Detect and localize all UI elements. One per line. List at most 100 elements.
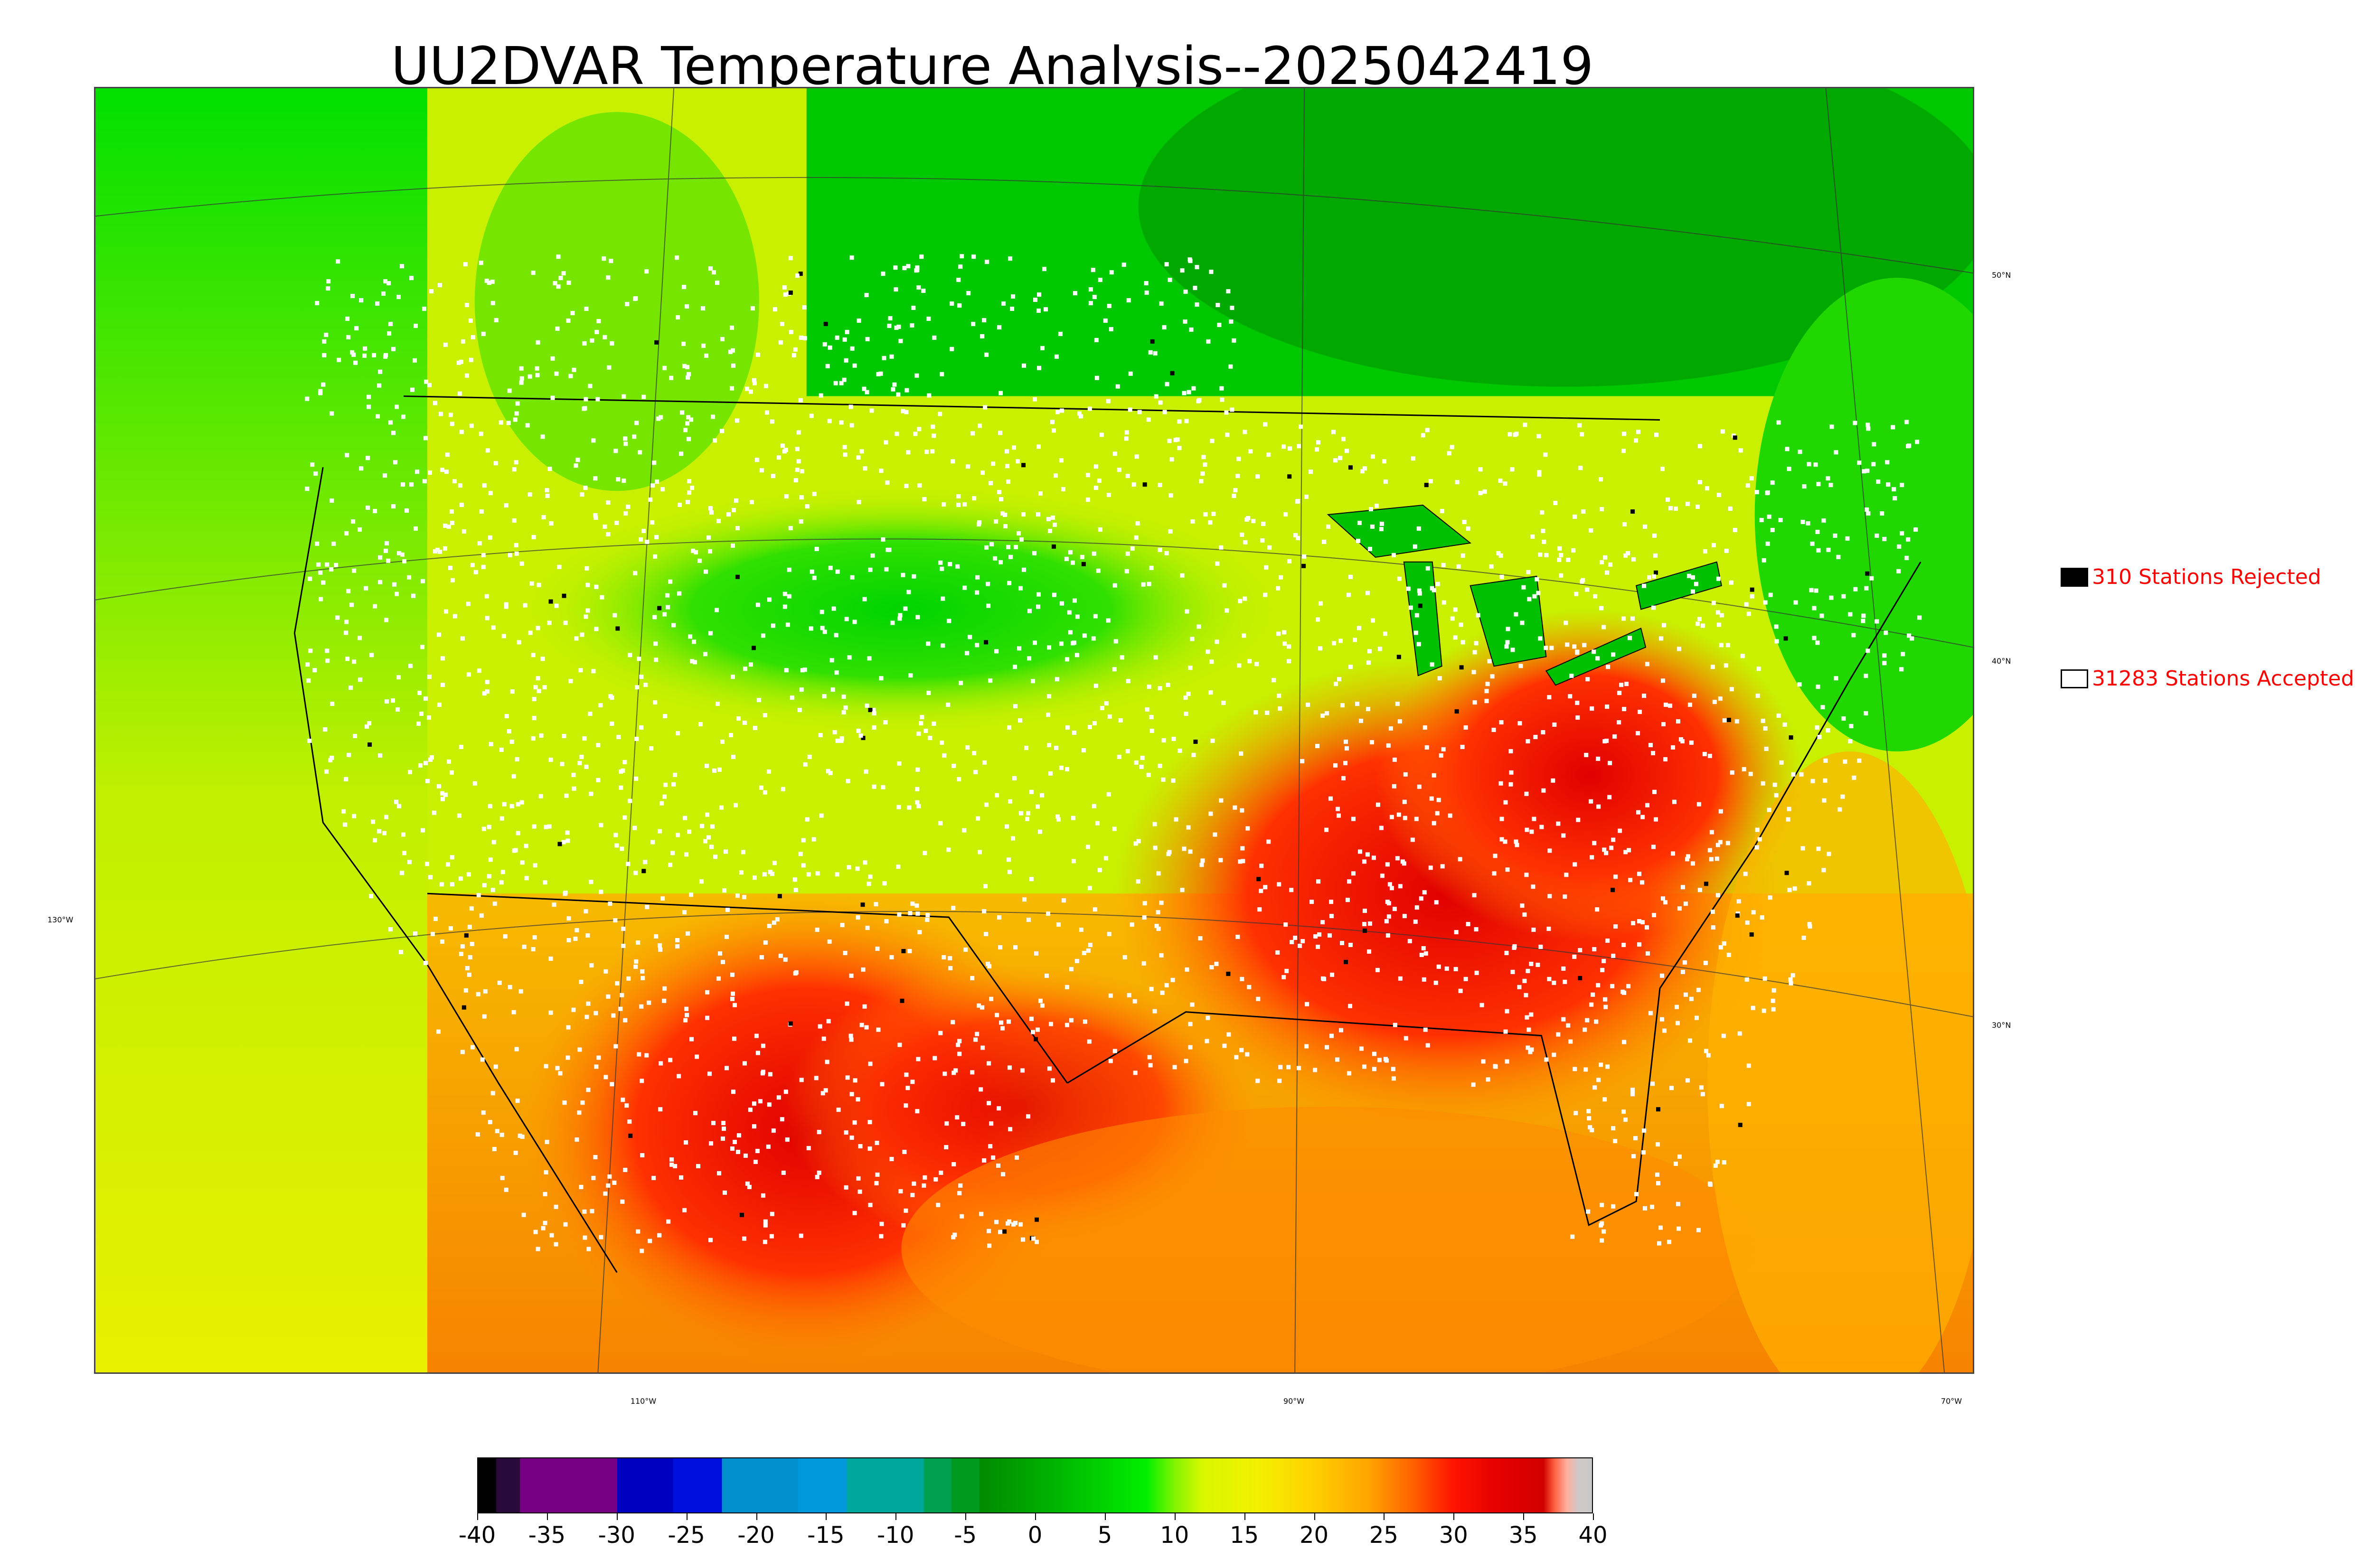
station-marker [485,689,490,694]
station-marker [735,893,740,898]
station-marker [983,884,988,889]
station-marker [891,387,895,392]
station-marker [730,991,735,996]
colorbar-tick-label: -40 [458,1522,496,1549]
station-marker [716,518,721,523]
station-marker [1807,462,1811,467]
colorbar-tick [546,1513,548,1520]
station-marker [487,281,491,285]
station-marker [1091,268,1095,272]
station-marker [1695,505,1700,509]
station-marker [1321,976,1326,981]
station-marker [393,460,398,465]
station-marker [1290,940,1294,945]
station-marker [528,374,532,379]
station-marker [1677,906,1682,911]
station-marker [894,287,898,292]
station-marker [1603,1005,1608,1009]
station-marker [1526,739,1530,743]
station-marker [1505,867,1510,872]
station-marker [577,761,582,765]
station-marker [754,458,759,462]
station-marker [720,429,724,433]
station-marker [346,589,351,593]
station-marker [321,580,326,585]
colorbar-tick-label: 30 [1439,1522,1468,1549]
station-marker [1436,964,1441,969]
station-marker [669,1157,674,1162]
station-marker [900,998,904,1003]
station-marker [1826,476,1830,481]
station-marker [834,633,838,638]
station-marker [1391,1067,1395,1071]
station-marker [1377,1058,1382,1062]
station-marker [1565,642,1570,647]
station-marker [744,386,749,391]
station-marker [529,581,534,586]
station-marker [1088,301,1093,305]
station-marker [528,492,532,497]
station-marker [598,703,603,708]
station-marker [1208,520,1213,525]
station-marker [1367,546,1372,551]
station-marker [648,498,653,502]
station-marker [1478,491,1483,496]
station-marker [641,528,646,533]
station-marker [1762,558,1766,563]
station-marker [1525,827,1529,832]
station-marker [1707,753,1712,758]
temperature-field [95,88,1973,1372]
station-marker [1670,745,1675,750]
station-marker [898,1189,903,1193]
station-marker [518,989,523,994]
station-marker [1786,817,1790,822]
station-marker [842,377,847,382]
station-marker [548,1010,553,1015]
station-marker [1315,447,1319,452]
station-marker [448,926,453,931]
station-marker [1256,877,1261,882]
station-marker [1402,861,1406,866]
station-marker [1240,532,1244,537]
station-marker [516,831,520,836]
station-marker [437,283,442,288]
station-marker [626,862,631,866]
station-marker [1244,517,1249,522]
station-marker [662,998,667,1003]
station-marker [1255,1079,1260,1083]
station-marker [1900,531,1904,535]
station-marker [1749,932,1754,937]
station-marker [1092,721,1097,726]
station-marker [1454,709,1459,714]
station-marker [763,1239,767,1244]
station-marker [1135,521,1140,526]
station-marker [1167,439,1172,443]
station-marker [731,508,736,513]
station-marker [1019,811,1024,816]
station-marker [1283,922,1288,927]
station-marker [1166,683,1170,687]
station-marker [1520,620,1525,625]
station-marker [307,738,312,743]
station-marker [528,630,533,635]
station-marker [1393,1023,1397,1027]
station-marker [1302,554,1307,559]
station-marker [353,733,358,738]
station-marker [508,985,512,989]
station-marker [831,606,836,611]
station-marker [572,786,576,791]
station-marker [585,582,590,587]
station-marker [1652,913,1657,918]
station-marker [469,906,474,911]
station-marker [1044,973,1049,978]
station-marker [1150,339,1155,344]
station-marker [1624,682,1629,686]
station-marker [1142,915,1147,920]
station-marker [849,255,854,260]
station-marker [448,565,452,570]
station-marker [1264,565,1269,570]
colorbar-tick [1314,1513,1315,1520]
station-marker [1070,641,1075,646]
station-marker [1670,851,1675,856]
station-marker [864,293,869,298]
